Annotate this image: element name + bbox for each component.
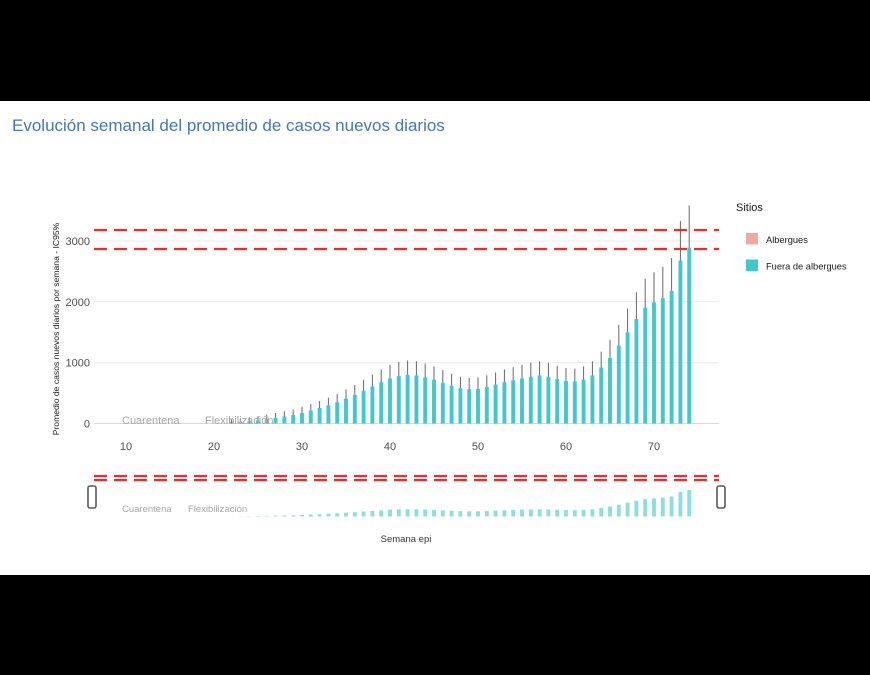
svg-text:Cuarentena: Cuarentena [122,415,180,427]
svg-text:Cuarentena: Cuarentena [122,504,172,515]
svg-text:Promedio de casos nuevos diari: Promedio de casos nuevos diarios por sem… [51,222,61,435]
svg-text:Flexibilización: Flexibilización [205,415,273,427]
svg-text:2000: 2000 [66,297,90,309]
svg-text:30: 30 [296,441,308,453]
svg-text:10: 10 [120,441,132,453]
svg-text:50: 50 [472,441,484,453]
svg-text:70: 70 [648,441,660,453]
svg-text:Fuera de albergues: Fuera de albergues [766,262,847,272]
svg-text:Sitios: Sitios [736,202,763,214]
svg-text:Semana epi: Semana epi [381,534,432,545]
svg-text:Albergues: Albergues [766,235,808,245]
svg-text:0: 0 [84,419,90,431]
svg-text:20: 20 [208,441,220,453]
svg-text:60: 60 [560,441,572,453]
svg-text:1000: 1000 [66,358,90,370]
svg-text:Flexibilización: Flexibilización [188,504,247,515]
svg-text:40: 40 [384,441,396,453]
svg-text:3000: 3000 [66,236,90,248]
